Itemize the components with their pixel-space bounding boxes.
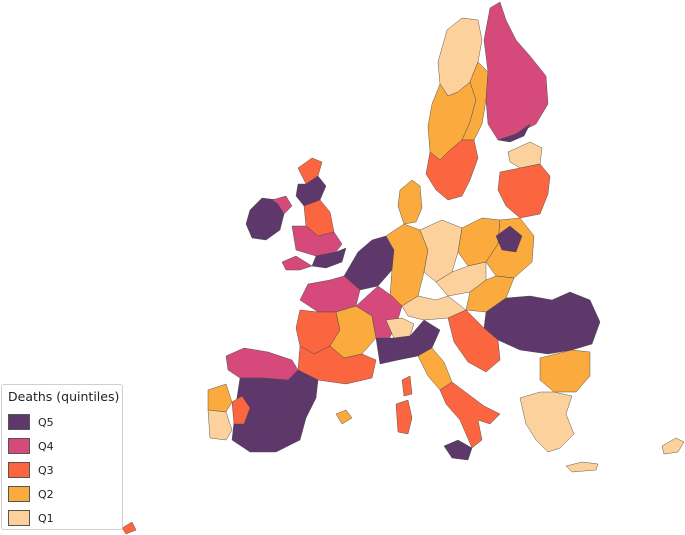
region: [207, 383, 233, 413]
legend-label: Q1: [38, 511, 54, 525]
region: [121, 521, 137, 535]
legend-item-q5: Q5: [8, 410, 116, 434]
region: [565, 461, 599, 473]
region: [231, 403, 307, 453]
region: [287, 369, 319, 419]
legend-label: Q5: [38, 415, 54, 429]
legend-item-q3: Q3: [8, 458, 116, 482]
legend-title: Deaths (quintiles): [8, 389, 120, 404]
legend-swatch: [8, 462, 30, 478]
region: [343, 235, 395, 291]
region: [245, 197, 285, 241]
region: [519, 391, 575, 453]
region: [281, 255, 313, 271]
region: [443, 439, 473, 461]
region: [447, 309, 501, 373]
region: [435, 261, 487, 297]
legend-label: Q3: [38, 463, 54, 477]
legend-items: Q5 Q4 Q3 Q2 Q1: [8, 410, 116, 530]
map-legend: Deaths (quintiles) Q5 Q4 Q3 Q2 Q1: [1, 384, 123, 530]
region: [401, 375, 413, 397]
region: [297, 157, 323, 185]
region: [231, 395, 251, 425]
region: [497, 163, 551, 219]
region: [385, 317, 415, 339]
region: [225, 347, 299, 381]
region: [397, 179, 423, 225]
region: [497, 123, 531, 143]
legend-item-q4: Q4: [8, 434, 116, 458]
legend-item-q1: Q1: [8, 506, 116, 530]
region: [417, 347, 453, 391]
region: [291, 225, 343, 257]
region: [483, 1, 549, 141]
region: [495, 225, 523, 253]
legend-swatch: [8, 414, 30, 430]
region: [661, 437, 685, 455]
region: [507, 141, 543, 169]
region: [335, 409, 353, 425]
legend-swatch: [8, 438, 30, 454]
legend-label: Q2: [38, 487, 54, 501]
region: [465, 275, 515, 313]
region: [425, 139, 479, 201]
region: [439, 381, 501, 449]
region: [539, 349, 591, 393]
legend-item-q2: Q2: [8, 482, 116, 506]
region: [207, 409, 233, 441]
region: [395, 399, 413, 435]
legend-swatch: [8, 486, 30, 502]
region: [271, 195, 293, 215]
region: [375, 319, 441, 365]
region: [385, 223, 429, 307]
legend-swatch: [8, 510, 30, 526]
legend-label: Q4: [38, 439, 54, 453]
region: [461, 61, 489, 141]
region: [295, 175, 327, 207]
region: [483, 291, 601, 355]
